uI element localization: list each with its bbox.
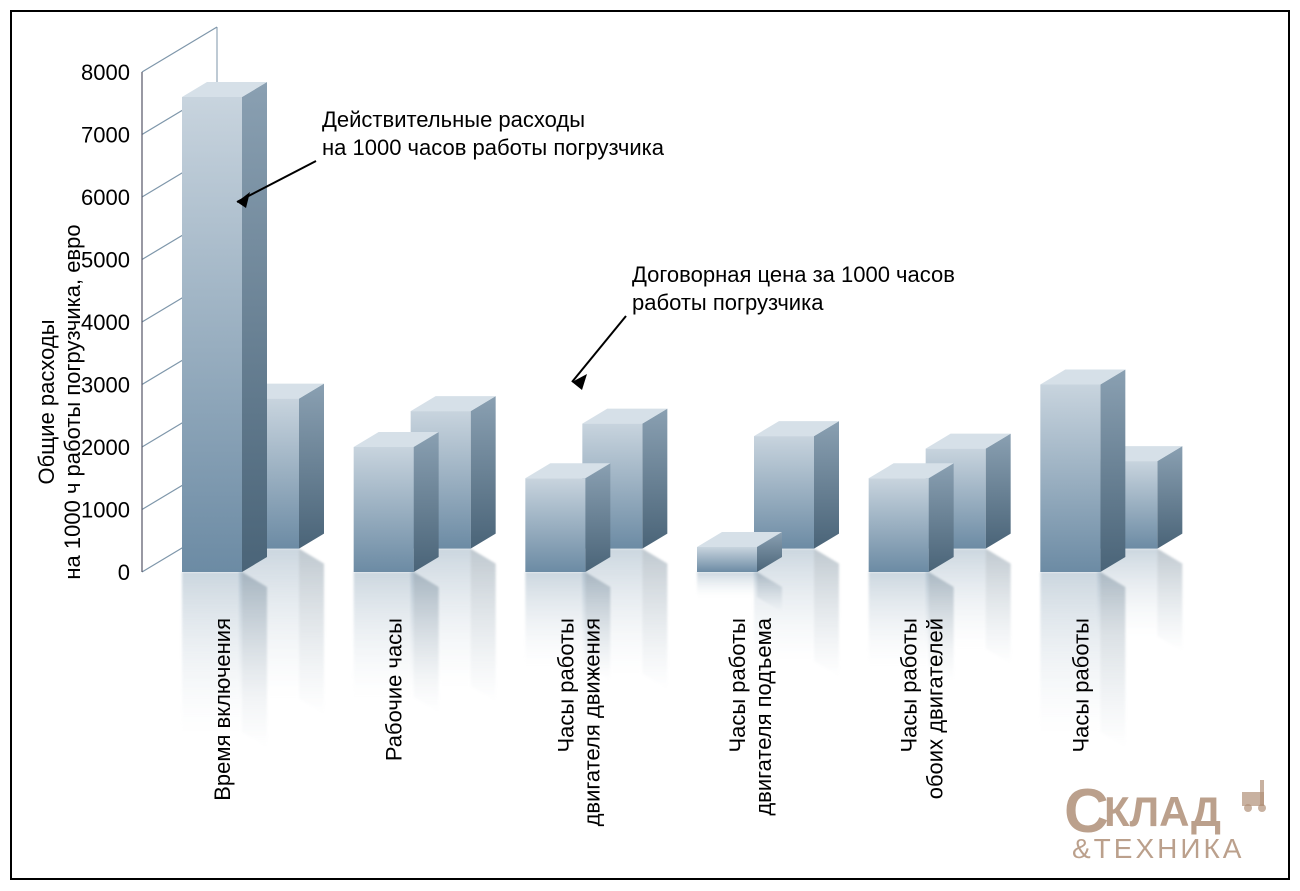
annotations: Действительные расходы на 1000 часов рабо… [237, 107, 955, 390]
bar-chart-3d: 0 1000 2000 3000 4000 5000 6000 7000 8000 Общие … [12, 12, 1292, 882]
y-tick-label: 5000 [81, 248, 130, 273]
svg-text:Часы работы: Часы работы [897, 618, 922, 753]
svg-text:Рабочие часы: Рабочие часы [382, 618, 407, 761]
svg-text:обоих двигателей: обоих двигателей [923, 618, 948, 799]
svg-text:двигателя подъема: двигателя подъема [751, 617, 776, 815]
annotation-text: Договорная цена за 1000 часов [632, 262, 955, 287]
annotation-text: Действительные расходы [322, 107, 585, 132]
y-tick-label: 3000 [81, 373, 130, 398]
annotation-arrow [572, 316, 626, 390]
chart-frame: 0 1000 2000 3000 4000 5000 6000 7000 8000 Общие … [10, 10, 1290, 880]
floor-reflections [182, 549, 1182, 747]
y-tick-label: 8000 [81, 60, 130, 85]
y-axis-label: Общие расходына 1000 ч работы погрузчика… [34, 224, 85, 579]
y-tick-label: 0 [118, 560, 130, 585]
x-category-label: Рабочие часы [382, 618, 407, 761]
x-category-label: Часы работы [1068, 618, 1093, 753]
annotation-text: на 1000 часов работы погрузчика [322, 135, 665, 160]
y-tick-label: 6000 [81, 185, 130, 210]
y-tick-label: 1000 [81, 498, 130, 523]
y-tick-label: 7000 [81, 123, 130, 148]
svg-text:Часы работы: Часы работы [553, 618, 578, 753]
y-tick-label: 4000 [81, 310, 130, 335]
x-category-label: Часы работыдвигателя подъема [725, 617, 776, 815]
y-axis-label-line: на 1000 ч работы погрузчика, евро [60, 224, 85, 579]
svg-text:&ТЕХНИКА: &ТЕХНИКА [1072, 833, 1244, 864]
svg-text:Время включения: Время включения [210, 618, 235, 801]
x-category-label: Время включения [210, 618, 235, 801]
svg-text:КЛАД: КЛАД [1104, 788, 1221, 835]
svg-text:двигателя движения: двигателя движения [579, 618, 604, 826]
y-tick-label: 2000 [81, 435, 130, 460]
x-category-label: Часы работыдвигателя движения [553, 618, 604, 826]
y-axis-ticks: 0 1000 2000 3000 4000 5000 6000 7000 8000 [81, 60, 130, 585]
annotation-text: работы погрузчика [632, 290, 824, 315]
svg-text:Часы работы: Часы работы [1068, 618, 1093, 753]
x-category-label: Часы работыобоих двигателей [897, 618, 948, 799]
y-axis-label-line: Общие расходы [34, 319, 59, 484]
watermark-logo: СКЛАД&ТЕХНИКА [1064, 777, 1266, 864]
svg-text:Часы работы: Часы работы [725, 618, 750, 753]
